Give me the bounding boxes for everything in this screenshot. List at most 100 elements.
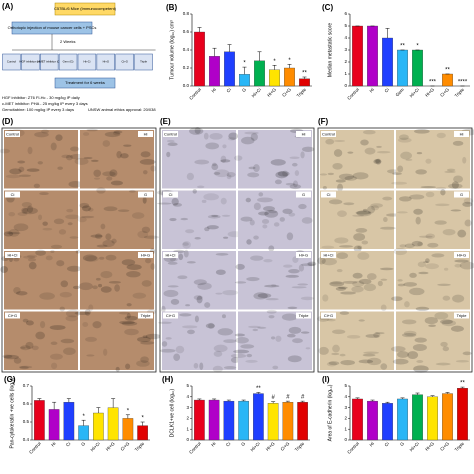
tissue-texture	[451, 181, 459, 189]
tissue-texture	[193, 362, 199, 369]
x-tick-label: Ci+G	[439, 87, 450, 98]
tissue-texture	[35, 331, 45, 340]
label-box	[163, 191, 178, 198]
annotation: *	[141, 416, 144, 422]
tissue-texture	[268, 210, 278, 214]
tissue-texture	[318, 346, 329, 355]
tissue-texture	[398, 137, 412, 143]
tissue-texture	[6, 232, 21, 235]
tissue-texture	[328, 361, 340, 366]
tissue-texture	[463, 197, 474, 205]
x-tick-label: Hi+G	[424, 441, 435, 452]
tissue-texture	[321, 258, 337, 266]
tissue-texture	[337, 183, 344, 192]
tissue-texture	[391, 296, 403, 302]
x-tick-label: Ci+G	[439, 441, 450, 452]
tissue-texture	[211, 162, 217, 167]
tissue-texture	[382, 196, 393, 201]
tissue-texture	[213, 172, 221, 175]
tissue-texture	[415, 169, 427, 175]
micrograph	[4, 251, 78, 310]
micrograph-label: Hi	[460, 131, 464, 136]
x-tick-label: Hi+Ci	[409, 441, 420, 452]
tissue-texture	[66, 208, 74, 213]
tissue-texture	[363, 283, 376, 292]
tissue-texture	[88, 207, 94, 212]
bar	[238, 400, 249, 441]
tissue-texture	[81, 205, 92, 212]
tissue-texture	[340, 359, 356, 366]
tissue-texture	[100, 286, 112, 293]
tissue-texture	[292, 180, 298, 188]
error-bar	[125, 414, 130, 419]
tissue-texture	[351, 286, 364, 293]
tissue-texture	[22, 318, 29, 323]
tissue-texture	[3, 354, 19, 360]
tissue-texture	[425, 233, 435, 239]
tissue-texture	[343, 202, 355, 206]
micrograph-label: Ci	[169, 192, 173, 197]
bar	[442, 73, 453, 87]
tissue-texture	[397, 283, 406, 287]
micrograph-label: Control	[322, 131, 335, 136]
y-tick-label: 0	[186, 437, 189, 442]
annotation: **	[256, 386, 261, 392]
tissue-texture	[257, 293, 272, 299]
x-tick-label: Ci	[384, 441, 391, 448]
annotation: **	[400, 44, 405, 50]
bar	[209, 56, 220, 87]
y-tick-label: 5	[344, 383, 347, 388]
tissue-texture	[288, 212, 296, 217]
tissue-texture	[275, 335, 282, 342]
tissue-texture	[425, 258, 430, 264]
label-box	[454, 252, 469, 258]
tissue-texture	[100, 223, 106, 230]
tissue-texture	[319, 173, 328, 176]
tissue-texture	[273, 222, 280, 227]
annotation: #	[286, 395, 290, 401]
bar	[412, 49, 423, 87]
tissue-texture	[74, 157, 89, 165]
tissue-texture	[157, 321, 172, 324]
tissue-texture	[194, 237, 201, 240]
micrograph	[4, 190, 78, 249]
bar	[282, 402, 294, 441]
tissue-texture	[407, 351, 419, 359]
y-axis-label: Median metastatic score	[327, 23, 333, 77]
tissue-texture	[424, 316, 438, 325]
tissue-texture	[450, 325, 464, 332]
annotation: *	[288, 58, 291, 64]
label-box	[163, 312, 178, 319]
tissue-texture	[264, 284, 280, 288]
tissue-texture	[59, 306, 65, 312]
tissue-texture	[240, 216, 253, 222]
tissue-texture	[186, 172, 195, 181]
tissue-texture	[399, 196, 412, 202]
tissue-texture	[182, 325, 198, 329]
y-tick-label: 2	[344, 59, 347, 64]
error-bar	[242, 66, 247, 75]
tissue-texture	[42, 227, 53, 231]
tissue-texture	[339, 353, 346, 357]
tissue-texture	[265, 298, 279, 301]
x-tick-label: Hi	[369, 441, 376, 448]
tissue-texture	[223, 236, 229, 239]
y-tick-label: 0.8	[183, 11, 190, 16]
tissue-texture	[59, 291, 72, 298]
tissue-texture	[397, 351, 409, 358]
tissue-texture	[220, 197, 227, 205]
tissue-texture	[454, 263, 462, 268]
error-bar	[257, 51, 262, 61]
tissue-texture	[358, 359, 374, 364]
tissue-texture	[294, 170, 300, 176]
tissue-texture	[268, 315, 275, 319]
tissue-texture	[180, 217, 189, 221]
tissue-texture	[25, 320, 34, 326]
tissue-texture	[226, 172, 236, 178]
tissue-texture	[462, 156, 467, 164]
micrograph	[4, 130, 78, 189]
tissue-texture	[425, 263, 439, 270]
tissue-texture	[67, 222, 73, 226]
tissue-texture	[26, 168, 40, 172]
tissue-texture	[214, 169, 230, 178]
